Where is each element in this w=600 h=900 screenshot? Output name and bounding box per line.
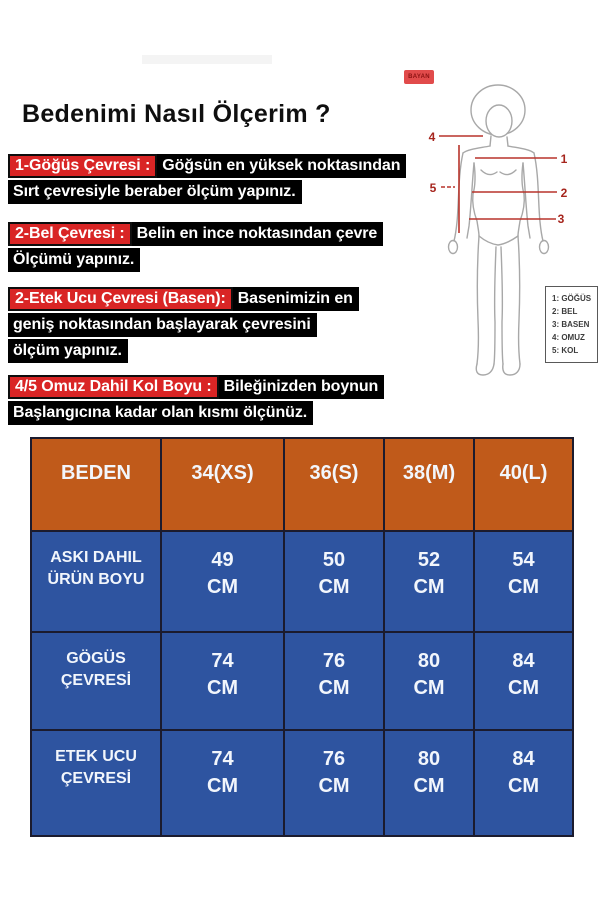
table-value: 84 CM	[475, 633, 572, 731]
instruction-arm: 4/5 Omuz Dahil Kol Boyu : Bileğinizden bo…	[8, 375, 592, 427]
value-number: 84	[512, 748, 535, 770]
instruction-hem: 2-Etek Ucu Çevresi (Basen): Basenimizin e…	[8, 287, 592, 365]
table-value: 76 CM	[285, 633, 385, 731]
header-label: 34(XS)	[191, 462, 254, 484]
value-unit: CM	[206, 775, 239, 797]
value-number: 54	[512, 549, 535, 571]
marker-shoulder: 4	[429, 130, 436, 144]
instruction-chest: 1-Göğüs Çevresi : Göğsün en yüksek noktas…	[8, 154, 592, 206]
marker-waist: 2	[561, 186, 568, 200]
instruction-hem-label: 2-Etek Ucu Çevresi (Basen):	[8, 287, 233, 311]
instruction-waist-label: 2-Bel Çevresi :	[8, 222, 132, 246]
row-label-etek-ucu: ETEK UCU ÇEVRESİ	[32, 731, 162, 835]
table-value: 54 CM	[475, 532, 572, 633]
legend-item-waist: 2: BEL	[552, 307, 578, 316]
table-header-38m: 38(M)	[385, 439, 475, 532]
value-number: 74	[211, 650, 234, 672]
table-value: 52 CM	[385, 532, 475, 633]
instruction-waist-text-2: Ölçümü yapınız.	[8, 248, 141, 272]
row-label-line: ASKI DAHIL	[50, 549, 142, 566]
legend-item-hip: 3: BASEN	[552, 320, 590, 329]
marker-chest: 1	[561, 152, 568, 166]
instruction-chest-text: Göğsün en yüksek noktasından	[157, 154, 407, 178]
gender-badge: BAYAN	[404, 70, 434, 84]
value-number: 76	[322, 650, 346, 672]
value-number: 49	[211, 549, 234, 571]
instruction-hem-text: Basenimizin en	[232, 287, 359, 311]
table-value: 74 CM	[162, 633, 285, 731]
value-unit: CM	[507, 576, 540, 598]
value-unit: CM	[507, 775, 540, 797]
body-figure-svg: 4 1 5 2 3	[429, 84, 568, 376]
table-value: 74 CM	[162, 731, 285, 835]
value-unit: CM	[206, 677, 239, 699]
row-label-urun-boyu: ASKI DAHIL ÜRÜN BOYU	[32, 532, 162, 633]
header-label: 36(S)	[309, 462, 359, 484]
table-value: 84 CM	[475, 731, 572, 835]
row-label-line: ÇEVRESİ	[60, 770, 132, 787]
legend-item-chest: 1: GÖĞÜS	[552, 294, 592, 303]
size-table: BEDEN 34(XS) 36(S) 38(M) 40(L) ASKI DAHI…	[30, 437, 574, 837]
instruction-chest-text-2: Sırt çevresiyle beraber ölçüm yapınız.	[8, 180, 302, 204]
header-label: BEDEN	[60, 462, 131, 484]
page-title: Bedenimi Nasıl Ölçerim ?	[22, 100, 331, 128]
instruction-waist-text: Belin en ince noktasından çevre	[131, 222, 384, 246]
value-number: 50	[322, 549, 346, 571]
table-value: 49 CM	[162, 532, 285, 633]
measure-lines	[439, 135, 557, 233]
instruction-waist: 2-Bel Çevresi : Belin en ince noktasından…	[8, 222, 592, 274]
row-label-line: GÖGÜS	[66, 650, 126, 667]
diagram-legend: 1: GÖĞÜS 2: BEL 3: BASEN 4: OMUZ 5: KOL	[545, 286, 598, 363]
table-header-34xs: 34(XS)	[162, 439, 285, 532]
body-outline	[447, 84, 550, 376]
value-unit: CM	[413, 677, 445, 699]
value-unit: CM	[206, 576, 239, 598]
instruction-hem-text-3: ölçüm yapınız.	[8, 339, 128, 363]
watermark-remnant	[142, 55, 272, 64]
instruction-hem-text-2: geniş noktasından başlayarak çevresini	[8, 313, 317, 337]
instruction-arm-label: 4/5 Omuz Dahil Kol Boyu :	[8, 375, 219, 399]
instruction-arm-text: Bileğinizden boynun	[218, 375, 385, 399]
legend-item-shoulder: 4: OMUZ	[552, 333, 585, 342]
table-value: 80 CM	[385, 731, 475, 835]
table-value: 76 CM	[285, 731, 385, 835]
value-number: 74	[211, 748, 234, 770]
value-unit: CM	[413, 576, 445, 598]
legend-item-arm: 5: KOL	[552, 346, 579, 355]
value-number: 84	[512, 650, 535, 672]
marker-hip: 3	[558, 212, 565, 226]
value-unit: CM	[507, 677, 540, 699]
table-header-beden: BEDEN	[32, 439, 162, 532]
value-unit: CM	[318, 677, 350, 699]
value-number: 52	[417, 549, 441, 571]
row-label-gogus-cevresi: GÖGÜS ÇEVRESİ	[32, 633, 162, 731]
value-number: 76	[322, 748, 346, 770]
table-value: 80 CM	[385, 633, 475, 731]
row-label-line: ETEK UCU	[55, 748, 137, 765]
value-unit: CM	[318, 775, 350, 797]
instruction-chest-label: 1-Göğüs Çevresi :	[8, 154, 158, 178]
row-label-line: ÜRÜN BOYU	[47, 571, 145, 588]
table-header-36s: 36(S)	[285, 439, 385, 532]
value-number: 80	[417, 650, 441, 672]
marker-arm: 5	[430, 181, 437, 195]
value-unit: CM	[318, 576, 350, 598]
header-label: 40(L)	[499, 462, 548, 484]
value-unit: CM	[413, 775, 445, 797]
row-label-line: ÇEVRESİ	[60, 672, 132, 689]
table-value: 50 CM	[285, 532, 385, 633]
measurement-diagram: 4 1 5 2 3 BAYAN 1: GÖĞÜS 2: BEL 3: BASEN…	[395, 60, 600, 400]
table-header-40l: 40(L)	[475, 439, 572, 532]
header-label: 38(M)	[402, 462, 456, 484]
value-number: 80	[417, 748, 441, 770]
instruction-arm-text-2: Başlangıcına kadar olan kısmı ölçünüz.	[8, 401, 314, 425]
